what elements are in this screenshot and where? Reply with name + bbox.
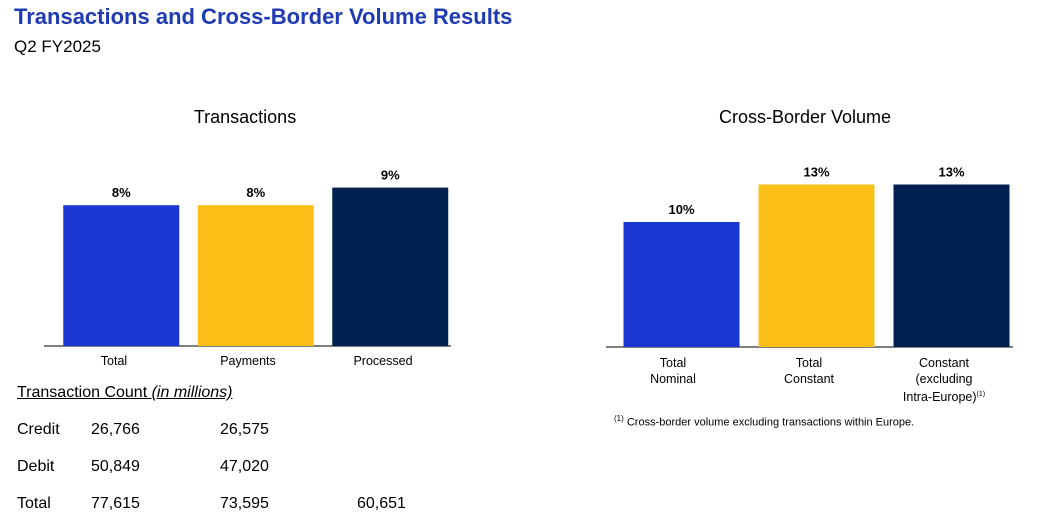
bar-payments <box>197 205 314 346</box>
row-label: Debit <box>17 458 55 475</box>
cell-payments: 26,575 <box>220 421 269 438</box>
cell-total: 26,766 <box>91 421 140 438</box>
cell-processed: 60,651 <box>357 495 406 512</box>
bar-total <box>63 205 180 346</box>
table-header: Transaction Count (in millions) <box>17 384 233 401</box>
cell-payments: 47,020 <box>220 458 269 475</box>
x-label-total-constant: Total Constant <box>783 356 835 386</box>
data-label: 8% <box>246 185 265 200</box>
row-label: Total <box>17 495 51 512</box>
data-label: 13% <box>803 165 829 180</box>
x-label-processed: Processed <box>353 354 413 368</box>
cross-border-chart-title: Cross-Border Volume <box>718 107 892 127</box>
row-label: Credit <box>17 421 60 438</box>
footnote-marker: (1) <box>976 391 986 398</box>
data-label: 13% <box>938 165 964 180</box>
data-label: 8% <box>112 185 131 200</box>
bar-constant-excluding-intra-europe <box>893 184 1010 347</box>
cell-total: 77,615 <box>91 495 140 512</box>
bar-total-nominal <box>623 222 740 347</box>
transactions-chart-title: Transactions <box>193 107 297 127</box>
footnote-text: Cross-border volume excluding transactio… <box>626 416 915 429</box>
page-subtitle: Q2 FY2025 <box>14 37 101 56</box>
x-label-payments: Payments <box>220 354 276 368</box>
x-label-total: Total <box>100 354 128 368</box>
footnote-marker: (1) <box>614 414 624 423</box>
x-label-constant-excluding-intra-europe: Constant (excluding Intra-Europe)(1) <box>902 356 986 405</box>
page-title: Transactions and Cross-Border Volume Res… <box>14 4 513 29</box>
bar-total-constant <box>758 184 875 347</box>
data-label: 9% <box>381 168 400 183</box>
footnote: (1) Cross-border volume excluding transa… <box>614 414 914 429</box>
bar-processed <box>332 187 449 346</box>
cell-payments: 73,595 <box>220 495 269 512</box>
data-label: 10% <box>668 202 694 217</box>
x-label-total-nominal: Total Nominal <box>650 356 696 386</box>
cell-total: 50,849 <box>91 458 140 475</box>
